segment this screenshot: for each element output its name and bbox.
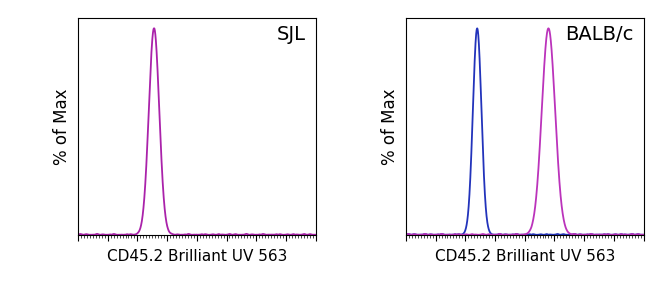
Text: BALB/c: BALB/c (566, 25, 634, 44)
Y-axis label: % of Max: % of Max (381, 88, 399, 165)
Text: SJL: SJL (277, 25, 306, 44)
Y-axis label: % of Max: % of Max (53, 88, 71, 165)
X-axis label: CD45.2 Brilliant UV 563: CD45.2 Brilliant UV 563 (434, 249, 615, 264)
X-axis label: CD45.2 Brilliant UV 563: CD45.2 Brilliant UV 563 (107, 249, 287, 264)
